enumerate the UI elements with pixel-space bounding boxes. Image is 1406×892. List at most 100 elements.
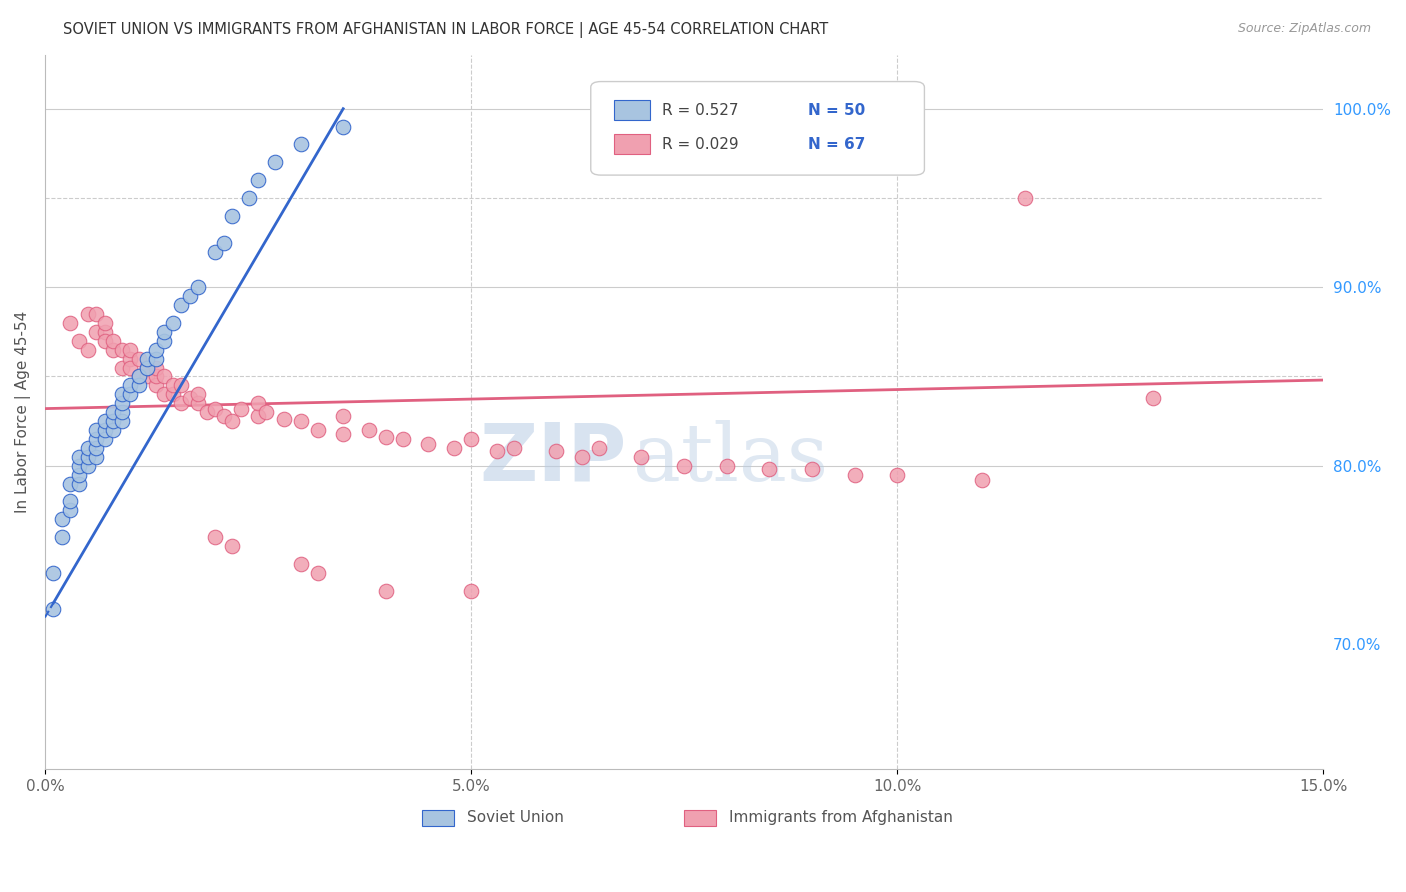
Point	[120, 343, 142, 357]
Point	[187, 280, 209, 294]
Point	[128, 369, 150, 384]
Point	[972, 473, 994, 487]
Bar	[422, 810, 454, 826]
Point	[136, 360, 159, 375]
Point	[93, 414, 115, 428]
Point	[212, 409, 235, 423]
Point	[673, 458, 696, 473]
Point	[246, 409, 269, 423]
Point	[93, 423, 115, 437]
Point	[42, 601, 65, 615]
Point	[204, 401, 226, 416]
Text: N = 67: N = 67	[808, 136, 866, 152]
Point	[1014, 191, 1036, 205]
Point	[59, 503, 82, 517]
Point	[179, 289, 201, 303]
Point	[332, 120, 354, 134]
Point	[332, 426, 354, 441]
Point	[256, 405, 278, 419]
Point	[290, 557, 312, 571]
Point	[264, 155, 287, 169]
Text: Soviet Union: Soviet Union	[467, 810, 564, 825]
Point	[485, 444, 508, 458]
Point	[67, 467, 90, 482]
Text: SOVIET UNION VS IMMIGRANTS FROM AFGHANISTAN IN LABOR FORCE | AGE 45-54 CORRELATI: SOVIET UNION VS IMMIGRANTS FROM AFGHANIS…	[63, 22, 828, 38]
Point	[221, 539, 243, 553]
Point	[195, 405, 218, 419]
Point	[51, 530, 73, 544]
Point	[136, 351, 159, 366]
Text: N = 50: N = 50	[808, 103, 865, 118]
Text: atlas: atlas	[633, 419, 828, 498]
Point	[571, 450, 593, 464]
Point	[221, 209, 243, 223]
Point	[136, 360, 159, 375]
Point	[84, 307, 107, 321]
Bar	[614, 100, 650, 120]
Point	[101, 343, 124, 357]
Point	[418, 437, 440, 451]
Point	[76, 441, 98, 455]
Point	[357, 423, 380, 437]
Point	[170, 396, 193, 410]
Point	[51, 512, 73, 526]
Point	[110, 360, 132, 375]
Point	[153, 369, 176, 384]
Point	[128, 351, 150, 366]
Point	[145, 360, 167, 375]
Point	[59, 494, 82, 508]
Point	[153, 387, 176, 401]
Point	[101, 414, 124, 428]
Point	[101, 334, 124, 348]
Point	[246, 173, 269, 187]
Point	[110, 387, 132, 401]
Point	[374, 430, 396, 444]
Point	[93, 334, 115, 348]
Point	[67, 458, 90, 473]
Point	[76, 307, 98, 321]
Point	[460, 432, 482, 446]
Point	[59, 316, 82, 330]
Bar	[614, 135, 650, 154]
Point	[886, 467, 908, 482]
Point	[229, 401, 252, 416]
Point	[84, 450, 107, 464]
Point	[93, 316, 115, 330]
Point	[800, 462, 823, 476]
Point	[392, 432, 415, 446]
Point	[1142, 391, 1164, 405]
Point	[221, 414, 243, 428]
Point	[59, 476, 82, 491]
Point	[120, 387, 142, 401]
Point	[332, 409, 354, 423]
Point	[42, 566, 65, 580]
Point	[145, 369, 167, 384]
Point	[153, 334, 176, 348]
Point	[67, 334, 90, 348]
Point	[128, 378, 150, 392]
Point	[128, 369, 150, 384]
Point	[187, 396, 209, 410]
Point	[76, 450, 98, 464]
Point	[204, 244, 226, 259]
Point	[93, 432, 115, 446]
Point	[307, 423, 329, 437]
Point	[273, 412, 295, 426]
Point	[290, 137, 312, 152]
FancyBboxPatch shape	[591, 81, 924, 175]
Point	[170, 298, 193, 312]
Point	[307, 566, 329, 580]
Text: R = 0.029: R = 0.029	[662, 136, 740, 152]
Point	[170, 378, 193, 392]
Point	[443, 441, 465, 455]
Point	[101, 423, 124, 437]
Point	[187, 387, 209, 401]
Point	[110, 405, 132, 419]
Text: R = 0.527: R = 0.527	[662, 103, 738, 118]
Point	[120, 378, 142, 392]
Point	[67, 476, 90, 491]
Point	[844, 467, 866, 482]
Point	[110, 414, 132, 428]
Point	[502, 441, 524, 455]
Point	[120, 351, 142, 366]
